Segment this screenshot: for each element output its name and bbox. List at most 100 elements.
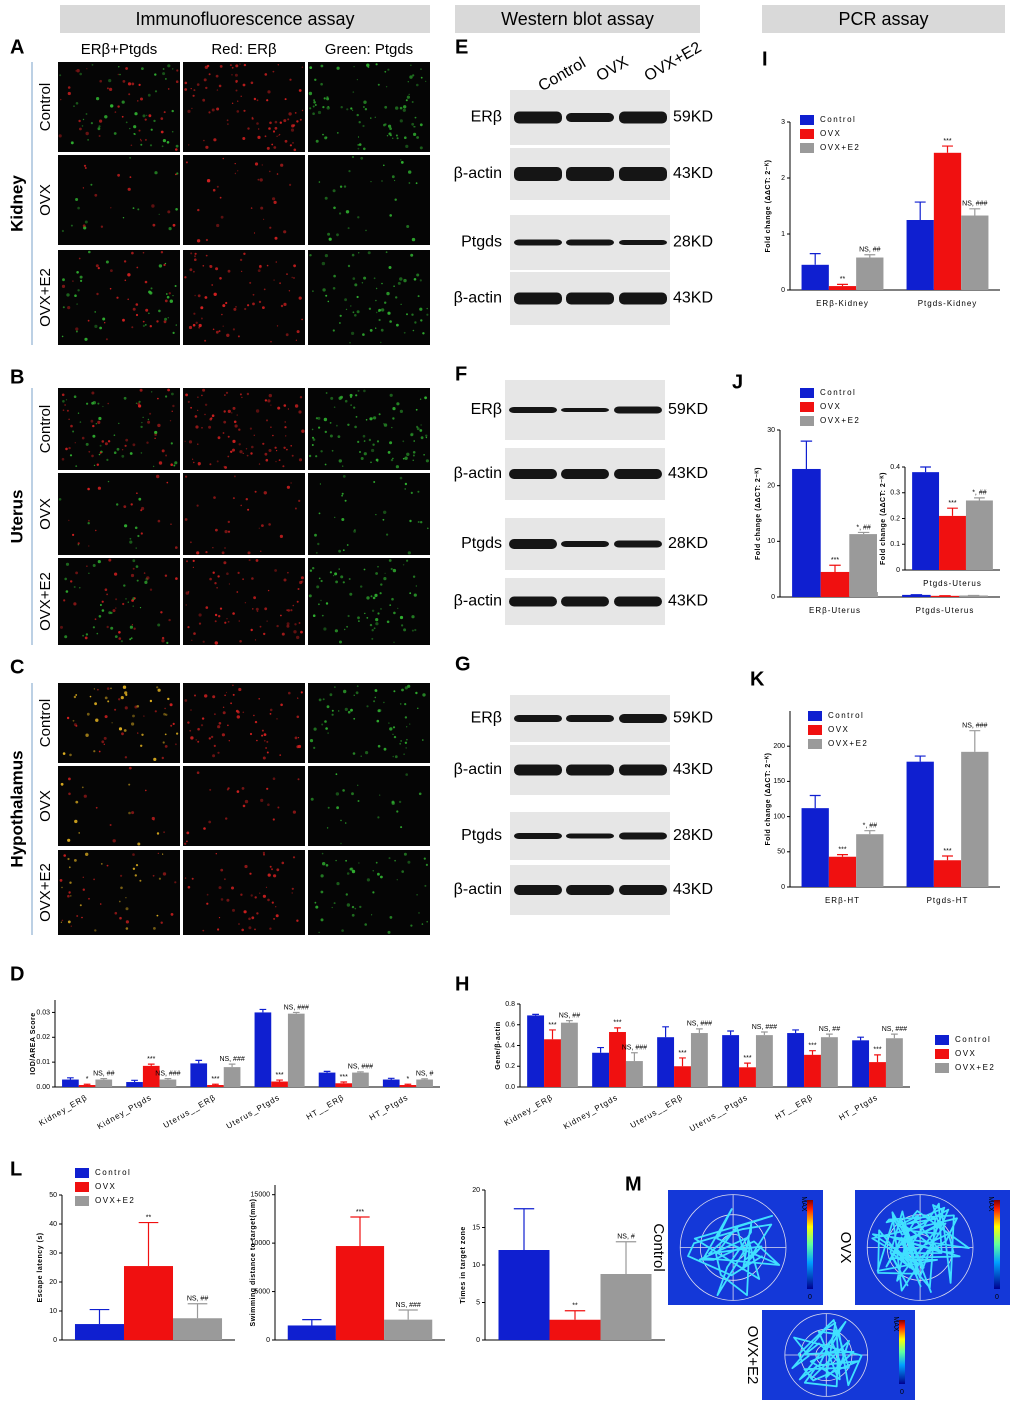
cell-signal [275,460,277,463]
cell-signal [375,299,377,302]
cell-signal [101,609,105,612]
y-tick-label: 20 [472,1187,480,1194]
cell-signal [232,497,235,500]
cell-signal [399,409,403,413]
y-axis-label: Fold change (ΔΔCT: 2⁻ᴷ) [755,467,762,560]
micrograph [58,850,180,935]
cell-signal [222,304,226,308]
cell-signal [195,425,199,429]
significance-label: *, ## [863,823,878,830]
cell-signal [231,102,234,105]
cell-signal [266,264,269,267]
cell-signal [211,414,215,418]
cell-signal [387,311,391,315]
cell-signal [362,124,365,128]
cell-signal [256,610,259,613]
cell-signal [275,914,279,918]
bar [792,468,821,597]
panel-letter: F [455,363,467,385]
cell-signal [364,108,368,111]
cell-signal [149,412,152,415]
cell-signal [162,68,165,70]
cell-signal [409,592,412,595]
cell-signal [338,459,342,463]
cell-signal [419,429,423,432]
cell-signal [403,628,407,632]
cell-signal [333,902,336,905]
cell-signal [366,878,370,882]
cell-signal [166,641,169,645]
cell-signal [406,225,410,228]
cell-signal [222,706,225,708]
cell-signal [139,607,142,609]
cell-signal [107,480,110,483]
cell-signal [185,604,187,606]
cell-signal [116,296,119,299]
micrograph [58,683,180,763]
cell-signal [283,578,287,582]
legend-swatch [800,388,814,398]
error-bar [228,1063,236,1068]
error-bar [837,283,848,287]
cell-signal [162,72,166,76]
cell-signal [397,607,399,610]
cell-signal [283,230,287,234]
cell-signal [125,693,128,697]
cell-signal [334,516,336,519]
bar [287,1325,336,1340]
bar [828,856,857,887]
cell-signal [228,740,230,742]
cell-signal [75,694,78,696]
cell-signal [198,326,201,329]
error-bar [131,1079,138,1083]
cell-signal [276,173,279,175]
cell-signal [107,700,110,703]
cell-signal [415,408,418,411]
cell-signal [74,859,77,862]
cell-signal [236,591,239,593]
cell-signal [375,63,378,66]
cell-signal [76,271,79,274]
cell-signal [236,110,240,113]
y-tick-label: 50 [777,849,785,856]
cell-signal [370,181,372,183]
row-label: OVX+E2 [37,863,54,922]
cell-signal [377,744,381,748]
cell-signal [140,744,143,747]
error-bar [696,1028,703,1034]
error-bar [292,1011,300,1014]
header-bar [60,5,430,33]
cell-signal [425,459,429,463]
cell-signal [226,572,229,575]
cell-signal [187,885,191,889]
cell-signal [194,294,196,297]
cell-signal [312,105,315,108]
cell-signal [350,305,352,307]
cell-signal [95,423,97,425]
cell-signal [416,136,419,139]
cell-signal [315,139,319,143]
cell-signal [320,890,324,894]
cell-signal [61,457,65,461]
cell-signal [271,868,273,871]
cell-signal [106,87,109,90]
cell-signal [98,453,101,456]
cell-signal [110,269,113,272]
cell-signal [348,170,351,173]
cell-signal [205,145,209,149]
cell-signal [99,444,102,447]
cell-signal [193,89,196,92]
cell-signal [349,393,353,397]
cell-signal [88,545,90,547]
cell-signal [206,893,209,896]
x-tick-label: Kidney_Ptgds [562,1093,620,1131]
cell-signal [208,111,211,114]
cell-signal [266,787,269,790]
cell-signal [158,461,163,465]
cell-signal [225,817,228,820]
cell-signal [315,905,319,909]
blot-row-label: ERβ [471,710,502,727]
bar [335,1246,385,1340]
cell-signal [146,576,150,580]
cell-signal [154,437,156,439]
